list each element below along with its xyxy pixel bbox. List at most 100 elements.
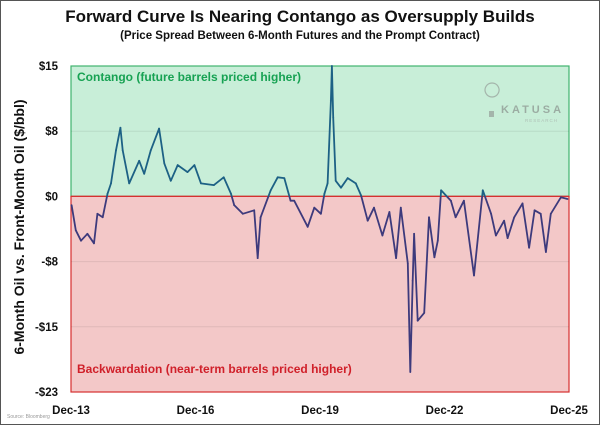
data-point <box>409 371 412 373</box>
data-point <box>473 274 475 277</box>
data-point <box>158 127 160 130</box>
data-point <box>440 189 442 192</box>
logo-sub: RESEARCH <box>525 118 558 123</box>
data-point <box>454 216 457 219</box>
data-point <box>143 172 146 175</box>
x-tick-label: Dec-22 <box>426 405 464 417</box>
y-tick-label: $0 <box>45 191 58 203</box>
data-point <box>163 162 166 165</box>
y-tick-label: -$23 <box>35 387 58 399</box>
data-point <box>545 251 547 253</box>
data-point <box>121 149 124 152</box>
data-point <box>413 232 416 235</box>
data-point <box>293 199 296 202</box>
lightbulb-base-icon <box>489 111 494 117</box>
data-point <box>200 182 202 185</box>
data-point <box>138 159 141 162</box>
data-point <box>110 182 112 185</box>
data-point <box>503 219 506 222</box>
y-tick-label: -$8 <box>41 257 58 269</box>
data-point <box>70 204 73 206</box>
data-point <box>96 212 99 215</box>
data-point <box>323 192 326 195</box>
x-tick-label: Dec-16 <box>177 405 215 417</box>
data-point <box>388 211 391 213</box>
data-point <box>269 189 272 192</box>
data-point <box>539 212 542 215</box>
data-point <box>332 116 335 119</box>
y-tick-label: $8 <box>45 126 58 138</box>
data-point <box>533 209 536 212</box>
data-point <box>481 189 484 192</box>
data-point <box>490 212 492 215</box>
backwardation-region <box>70 195 570 393</box>
data-point <box>213 184 215 186</box>
x-tick-label: Dec-13 <box>52 405 90 417</box>
data-point <box>423 311 426 314</box>
data-point <box>436 239 439 242</box>
data-point <box>381 234 384 237</box>
data-point <box>106 192 109 195</box>
data-point <box>406 262 409 265</box>
data-point <box>74 229 77 232</box>
data-point <box>399 206 402 209</box>
data-point <box>334 179 337 182</box>
data-point <box>329 99 332 102</box>
data-point <box>256 257 259 260</box>
logo-name: KATUSA <box>501 104 564 116</box>
data-point <box>513 216 516 219</box>
data-point <box>253 209 256 212</box>
data-point <box>283 177 286 180</box>
data-point <box>373 206 375 209</box>
data-point <box>128 182 131 185</box>
data-point <box>230 192 232 195</box>
data-point <box>313 206 316 209</box>
data-point <box>346 177 349 180</box>
data-point <box>549 212 552 215</box>
contango-label: Contango (future barrels priced higher) <box>77 70 301 84</box>
data-point <box>289 199 292 202</box>
data-point <box>428 216 430 219</box>
data-point <box>560 196 562 199</box>
y-tick-label: -$15 <box>35 322 59 334</box>
data-point <box>149 149 152 152</box>
backwardation-label: Backwardation (near-term barrels priced … <box>77 362 352 376</box>
source-note: Source: Bloomberg <box>7 414 50 420</box>
data-point <box>233 204 236 206</box>
data-point <box>521 202 524 205</box>
data-point <box>450 199 452 202</box>
lightbulb-icon <box>484 82 500 98</box>
data-point <box>186 171 189 173</box>
data-point <box>306 225 309 228</box>
data-point <box>360 194 362 197</box>
y-tick-label: $15 <box>39 61 59 73</box>
katusa-logo: KATUSA RESEARCH <box>484 82 564 123</box>
data-point <box>566 198 569 200</box>
data-point <box>119 126 122 129</box>
chart-subtitle: (Price Spread Between 6-Month Futures an… <box>120 30 480 42</box>
data-point <box>416 319 419 322</box>
data-point <box>101 216 104 219</box>
data-point <box>433 256 436 259</box>
data-point <box>495 234 497 237</box>
data-point <box>193 164 196 167</box>
data-point <box>93 242 95 245</box>
chart-title: Forward Curve Is Nearing Contango as Ove… <box>65 7 535 26</box>
data-point <box>463 199 465 202</box>
data-point <box>330 65 333 67</box>
x-tick-label: Dec-25 <box>550 405 588 417</box>
data-point <box>80 239 82 242</box>
data-point <box>506 237 509 240</box>
data-point <box>259 216 262 219</box>
data-point <box>115 149 117 152</box>
x-tick-label: Dec-19 <box>301 405 339 417</box>
data-point <box>326 182 329 185</box>
data-point <box>169 179 172 182</box>
data-point <box>241 212 244 215</box>
data-point <box>411 279 414 282</box>
data-point <box>319 212 322 215</box>
data-point <box>528 246 531 249</box>
data-point <box>86 232 89 235</box>
